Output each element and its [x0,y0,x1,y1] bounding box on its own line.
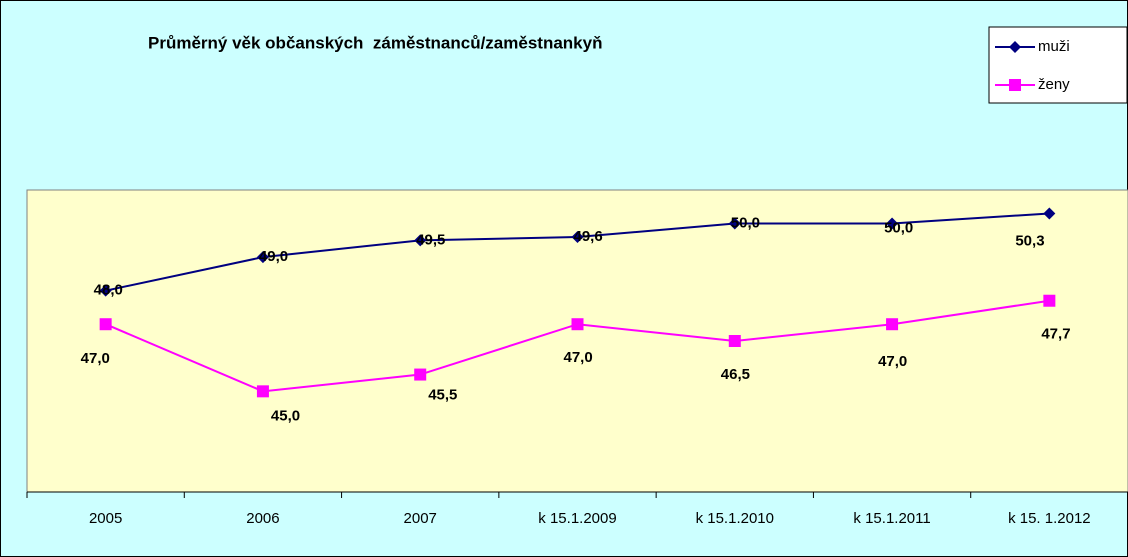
chart-title: Průměrný věk občanských záměstnanců/zamě… [148,33,602,52]
data-label: 49,5 [416,231,445,248]
marker [571,230,584,243]
data-label: 49,6 [574,228,603,245]
marker [256,251,269,264]
data-label: 47,0 [878,353,907,370]
data-label: 46,5 [721,366,750,383]
x-tick-label: 2007 [404,510,437,527]
data-label: 49,0 [259,248,288,265]
marker [1009,79,1021,91]
x-tick-label: k 15.1.2009 [538,510,616,527]
data-label: 47,7 [1041,326,1070,343]
marker [414,234,427,247]
data-label: 48,0 [94,282,123,299]
x-tick-label: k 15.1.2010 [696,510,774,527]
data-label: 50,0 [731,215,760,232]
data-label: 50,3 [1015,232,1044,249]
x-tick-label: 2005 [89,510,122,527]
x-tick-label: k 15.1.2011 [853,510,930,527]
data-label: 45,0 [271,407,300,424]
data-label: 47,0 [564,349,593,366]
marker [728,335,741,347]
marker [414,368,427,381]
data-label: 45,5 [428,387,457,404]
x-tick-label: k 15. 1.2012 [1008,510,1091,527]
marker [571,318,584,331]
legend-label: muži [1038,38,1070,55]
marker [886,217,899,230]
marker [1043,294,1056,307]
legend-label: ženy [1038,76,1070,93]
marker [886,318,899,331]
data-label: 47,0 [81,350,110,367]
marker [99,318,112,331]
marker [1009,41,1021,53]
x-tick-label: 2006 [246,510,279,527]
marker [256,385,269,398]
data-label: 50,0 [884,220,913,237]
marker [728,217,741,230]
marker [99,284,112,297]
marker [1043,207,1056,220]
